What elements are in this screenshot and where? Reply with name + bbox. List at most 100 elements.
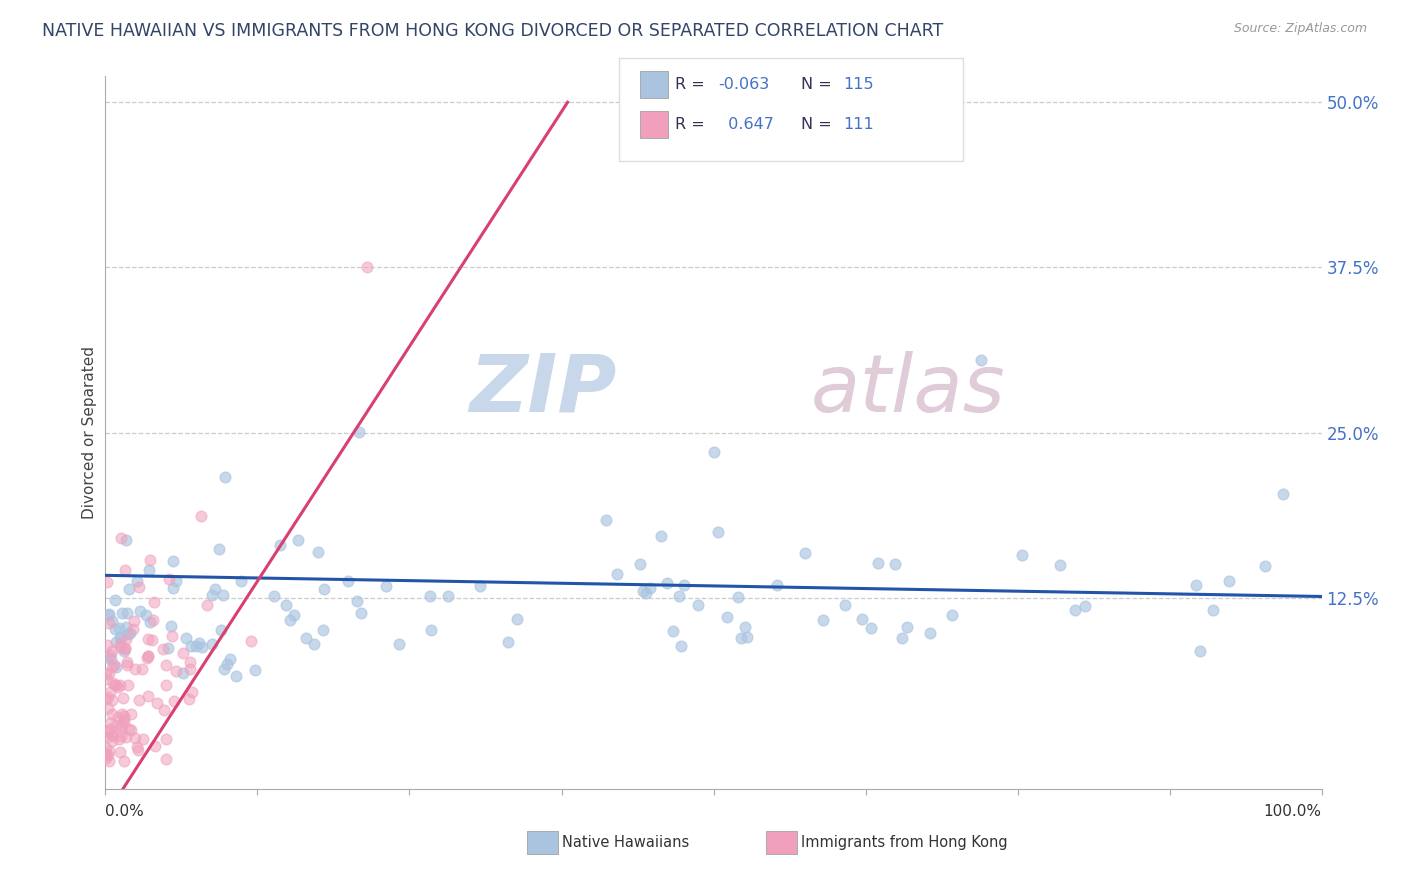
Point: [101, 706, 124, 721]
Point: [638, 581, 661, 595]
Point: [163, 694, 186, 708]
Point: [1189, 643, 1212, 657]
Text: 100.0%: 100.0%: [1264, 805, 1322, 819]
Point: [128, 604, 150, 618]
Point: [208, 542, 231, 557]
Point: [595, 513, 617, 527]
Point: [114, 563, 136, 577]
Y-axis label: Divorced or Separated: Divorced or Separated: [82, 346, 97, 519]
Point: [103, 658, 125, 673]
Point: [1011, 549, 1033, 563]
Point: [204, 582, 226, 596]
Point: [214, 470, 236, 484]
Point: [155, 751, 177, 765]
Point: [766, 577, 789, 591]
Point: [727, 590, 749, 604]
Point: [98, 616, 121, 631]
Point: [98, 754, 121, 768]
Point: [100, 693, 122, 707]
Point: [337, 574, 360, 588]
Point: [172, 666, 194, 681]
Point: [124, 731, 146, 746]
Point: [118, 582, 141, 597]
Point: [668, 589, 690, 603]
Point: [104, 678, 127, 692]
Point: [100, 727, 122, 741]
Point: [135, 608, 157, 623]
Point: [283, 607, 305, 622]
Point: [735, 630, 758, 644]
Point: [112, 755, 135, 769]
Point: [716, 610, 738, 624]
Point: [143, 739, 166, 754]
Point: [730, 631, 752, 645]
Point: [110, 632, 132, 646]
Point: [1185, 578, 1208, 592]
Point: [114, 533, 136, 547]
Point: [97, 607, 120, 622]
Point: [180, 639, 202, 653]
Point: [813, 613, 835, 627]
Point: [162, 581, 184, 595]
Point: [1074, 599, 1097, 613]
Point: [159, 619, 181, 633]
Point: [211, 588, 233, 602]
Point: [97, 701, 120, 715]
Point: [105, 660, 128, 674]
Point: [136, 651, 159, 665]
Point: [105, 635, 128, 649]
Point: [650, 529, 672, 543]
Point: [96, 673, 118, 687]
Point: [276, 598, 298, 612]
Point: [245, 663, 267, 677]
Point: [219, 652, 242, 666]
Point: [96, 638, 118, 652]
Point: [890, 632, 912, 646]
Point: [118, 723, 141, 737]
Text: Source: ZipAtlas.com: Source: ZipAtlas.com: [1233, 22, 1367, 36]
Point: [122, 614, 145, 628]
Point: [212, 662, 235, 676]
Point: [96, 747, 118, 762]
Point: [470, 579, 492, 593]
Text: 115: 115: [844, 78, 875, 92]
Point: [263, 589, 285, 603]
Point: [94, 667, 117, 681]
Text: R =: R =: [675, 78, 710, 92]
Point: [157, 641, 180, 656]
Point: [100, 660, 122, 674]
Point: [110, 531, 132, 545]
Point: [152, 703, 174, 717]
Point: [107, 680, 129, 694]
Point: [136, 632, 159, 647]
Point: [200, 588, 222, 602]
Point: [108, 637, 131, 651]
Point: [114, 642, 136, 657]
Point: [98, 716, 121, 731]
Point: [98, 648, 121, 663]
Point: [101, 643, 124, 657]
Point: [124, 662, 146, 676]
Point: [165, 664, 187, 678]
Point: [101, 615, 124, 629]
Point: [142, 613, 165, 627]
Point: [128, 580, 150, 594]
Point: [174, 631, 197, 645]
Point: [101, 729, 124, 743]
Point: [671, 639, 693, 653]
Point: [734, 620, 756, 634]
Point: [110, 721, 132, 735]
Point: [162, 554, 184, 568]
Point: [225, 669, 247, 683]
Point: [104, 593, 127, 607]
Point: [138, 563, 160, 577]
Point: [201, 637, 224, 651]
Point: [496, 635, 519, 649]
Point: [834, 599, 856, 613]
Point: [896, 619, 918, 633]
Point: [179, 662, 201, 676]
Text: NATIVE HAWAIIAN VS IMMIGRANTS FROM HONG KONG DIVORCED OR SEPARATED CORRELATION C: NATIVE HAWAIIAN VS IMMIGRANTS FROM HONG …: [42, 22, 943, 40]
Point: [179, 692, 201, 706]
Point: [860, 621, 883, 635]
Point: [884, 557, 907, 571]
